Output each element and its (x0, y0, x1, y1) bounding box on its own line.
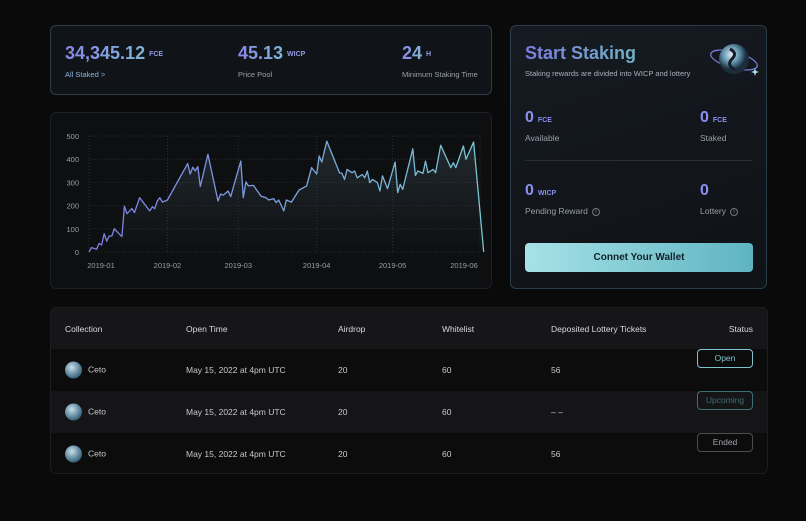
staked-label: Staked (700, 133, 727, 143)
y-tick-label: 300 (66, 178, 79, 187)
collections-table: Collection Open Time Airdrop Whitelist D… (50, 307, 768, 474)
y-tick-label: 100 (66, 225, 79, 234)
whitelist: 60 (442, 407, 452, 417)
collection-name: Ceto (88, 406, 106, 417)
avatar (65, 361, 82, 379)
table-row[interactable]: Ceto May 15, 2022 at 4pm UTC 20 60 56 En… (51, 433, 767, 473)
info-icon[interactable]: i (730, 207, 738, 216)
open-time: May 15, 2022 at 4pm UTC (186, 365, 286, 375)
header-open-time: Open Time (186, 323, 228, 334)
series-line (88, 140, 485, 253)
available-label: Available (525, 133, 560, 143)
open-time: May 15, 2022 at 4pm UTC (186, 449, 286, 459)
staked-value: 0 (700, 109, 709, 126)
series-area (89, 141, 484, 252)
chart-svg: 0 100 200 300 400 500 2019-01 2019-02 2019-03 201… (66, 132, 485, 270)
status-open-button[interactable]: Open (697, 349, 753, 368)
stat-all-staked: 34,345.12 FCE All Staked > (65, 43, 163, 79)
airdrop: 20 (338, 407, 348, 417)
avatar (65, 445, 82, 463)
pending-label: Pending Reward (525, 206, 588, 216)
stat-unit: WICP (287, 51, 306, 59)
y-tick-label: 400 (66, 155, 79, 164)
divider (525, 160, 752, 161)
info-icon[interactable]: i (591, 207, 600, 216)
available-balance: 0 FCE Available (525, 109, 559, 143)
available-value: 0 (525, 109, 534, 126)
x-tick-label: 2019-05 (379, 261, 407, 270)
airdrop: 20 (338, 449, 348, 459)
lottery-label: Lottery (700, 206, 726, 216)
whitelist: 60 (442, 449, 452, 459)
collection-name: Ceto (88, 448, 106, 459)
y-tick-label: 500 (66, 132, 79, 141)
status-upcoming-button[interactable]: Upcoming (697, 391, 753, 410)
stat-unit: FCE (149, 51, 164, 59)
staking-panel: Start Staking Staking rewards are divide… (510, 25, 767, 289)
table-row[interactable]: Ceto May 15, 2022 at 4pm UTC 20 60 56 Op… (51, 349, 767, 391)
stats-card: 34,345.12 FCE All Staked > 45.13 WICP Pric… (50, 25, 492, 95)
tickets: 56 (551, 365, 561, 375)
pending-reward: 0 WICP Pending Reward i (525, 182, 600, 216)
planet-logo-icon (710, 44, 759, 76)
lottery: 0 Lottery i (700, 182, 738, 216)
stat-unit: H (426, 51, 432, 59)
stat-min-staking-time: 24 H Minimum Staking Time (402, 43, 478, 79)
stat-value: 45.13 (238, 43, 284, 63)
header-status: Status (728, 323, 753, 334)
whitelist: 60 (442, 365, 452, 375)
pending-unit: WICP (537, 190, 557, 197)
y-tick-label: 0 (75, 248, 79, 257)
header-collection: Collection (65, 323, 103, 334)
x-tick-label: 2019-01 (87, 261, 115, 270)
staked-unit: FCE (712, 117, 727, 124)
tickets: – – (551, 407, 563, 417)
stat-label: Minimum Staking Time (402, 70, 478, 79)
table-row[interactable]: Ceto May 15, 2022 at 4pm UTC 20 60 – – U… (51, 391, 767, 433)
tickets: 56 (551, 449, 561, 459)
open-time: May 15, 2022 at 4pm UTC (186, 407, 286, 417)
airdrop: 20 (338, 365, 348, 375)
x-tick-label: 2019-02 (154, 261, 182, 270)
staked-balance: 0 FCE Staked (700, 109, 727, 143)
header-tickets: Deposited Lottery Tickets (551, 323, 647, 334)
available-unit: FCE (537, 117, 552, 124)
staking-subtitle: Staking rewards are divided into WICP an… (525, 69, 691, 78)
header-airdrop: Airdrop (338, 323, 366, 334)
stat-price-pool: 45.13 WICP Price Pool (238, 43, 305, 79)
stat-value: 24 (402, 43, 423, 63)
stat-value: 34,345.12 (65, 43, 146, 63)
collection-name: Ceto (88, 364, 106, 375)
avatar (65, 403, 82, 421)
header-whitelist: Whitelist (442, 323, 475, 334)
all-staked-link[interactable]: All Staked > (65, 70, 106, 79)
staking-chart: 0 100 200 300 400 500 2019-01 2019-02 2019-03 201… (50, 112, 492, 289)
y-tick-label: 200 (66, 202, 79, 211)
table-header: Collection Open Time Airdrop Whitelist D… (51, 308, 767, 349)
lottery-value: 0 (700, 182, 709, 199)
staking-title: Start Staking (525, 43, 637, 63)
x-tick-label: 2019-04 (303, 261, 331, 270)
x-tick-label: 2019-03 (225, 261, 253, 270)
x-tick-label: 2019-06 (450, 261, 478, 270)
stat-label: Price Pool (238, 70, 273, 79)
pending-value: 0 (525, 182, 534, 199)
status-ended-button[interactable]: Ended (697, 433, 753, 452)
connect-wallet-button[interactable]: Connet Your Wallet (525, 243, 753, 272)
